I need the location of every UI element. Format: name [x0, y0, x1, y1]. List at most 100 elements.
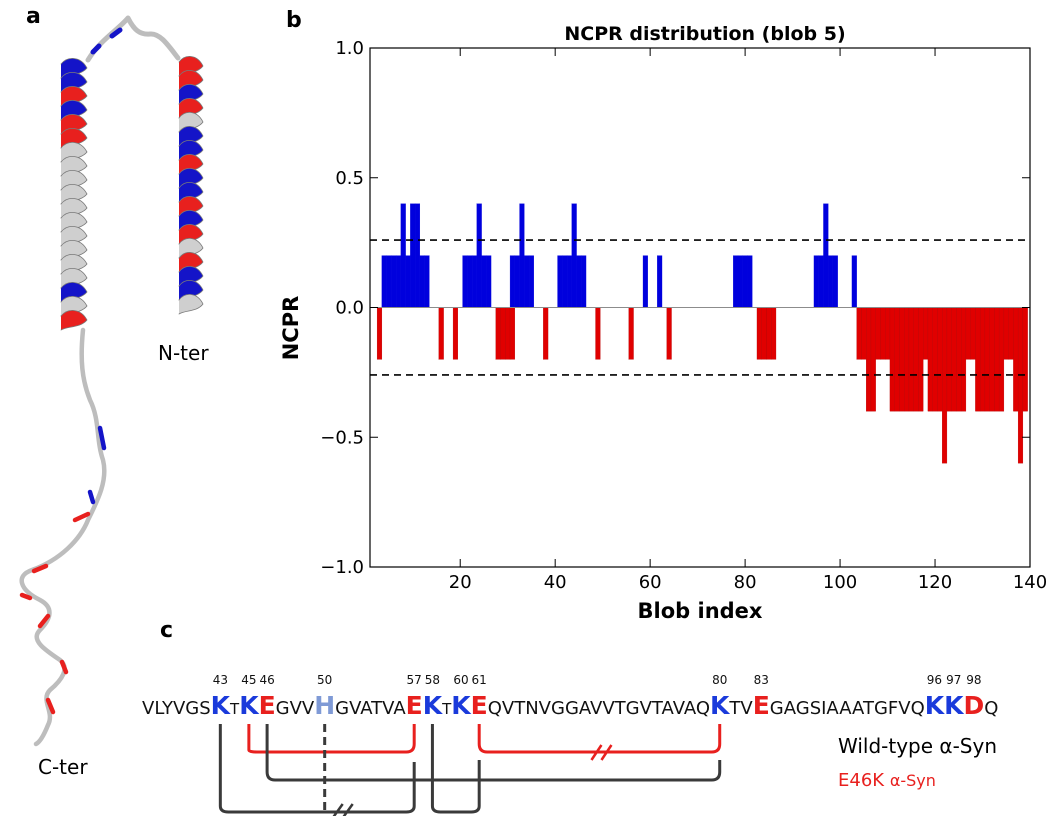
bar-negative: [771, 307, 777, 360]
bar-negative: [994, 307, 1000, 412]
bracket-58-61: [430, 724, 481, 814]
bar-negative: [932, 307, 938, 412]
x-tick-label: 100: [823, 572, 857, 593]
c-terminus-label: C-ter: [38, 755, 88, 779]
n-terminus-label: N-ter: [158, 341, 209, 365]
bar-positive: [828, 255, 834, 308]
residue-number: 50: [317, 673, 332, 687]
protein-structure-illustration: [19, 15, 204, 747]
right-helix: [178, 56, 204, 315]
bar-positive: [581, 255, 587, 308]
bar-negative: [376, 307, 383, 360]
y-tick-label: 1.0: [335, 38, 364, 59]
bar-positive: [419, 255, 425, 308]
bar-negative: [1017, 307, 1024, 464]
bar-negative: [984, 307, 990, 412]
bar-positive: [467, 255, 473, 308]
sequence-residue: K: [944, 691, 965, 720]
sequence-residue: E: [471, 691, 488, 720]
sequence-residue: K: [710, 691, 731, 720]
y-axis-label: NCPR: [279, 296, 303, 361]
bar-positive: [642, 255, 648, 308]
bar-positive: [424, 255, 430, 308]
y-tick-label: −0.5: [320, 427, 364, 448]
bar-positive: [386, 255, 392, 308]
bar-negative: [628, 307, 634, 360]
bar-positive: [395, 255, 402, 308]
x-axis-label: Blob index: [638, 599, 763, 620]
chart-title: NCPR distribution (blob 5): [564, 23, 845, 45]
bar-negative: [998, 307, 1005, 412]
residue-number: 80: [712, 673, 727, 687]
residue-number: 83: [754, 673, 769, 687]
sequence-residue: K: [451, 691, 472, 720]
bar-positive: [657, 255, 663, 308]
bar-negative: [989, 307, 995, 412]
bar-negative: [500, 307, 506, 360]
bar-positive: [509, 255, 515, 308]
bar-positive: [391, 255, 397, 308]
break-mark: [600, 744, 613, 761]
bar-positive: [832, 255, 838, 308]
bar-negative: [1013, 307, 1019, 412]
sequence-residue: VLYVGS: [142, 698, 211, 719]
bar-negative: [505, 307, 511, 360]
legend-wild-type: Wild-type α-Syn: [838, 734, 998, 758]
bar-negative: [870, 307, 876, 412]
bar-positive: [571, 203, 577, 308]
linker-tail: [19, 327, 107, 747]
bar-negative: [1003, 307, 1009, 360]
bar-positive: [823, 203, 829, 308]
bar-positive: [528, 255, 534, 308]
bar-positive: [576, 255, 582, 308]
bar-positive: [410, 203, 416, 308]
residue-number: 58: [425, 673, 440, 687]
bar-positive: [481, 255, 487, 308]
sequence-residue: K: [211, 691, 232, 720]
left-helix: [60, 58, 88, 331]
sequence-residue: H: [314, 691, 335, 720]
bar-negative: [961, 307, 967, 412]
x-tick-label: 120: [918, 572, 952, 593]
y-tick-label: −1.0: [320, 557, 364, 578]
bar-negative: [438, 307, 444, 360]
panel-label-a: a: [26, 4, 41, 29]
sequence-residue: Q: [984, 698, 998, 719]
bar-negative: [908, 307, 914, 412]
panel-label-c: c: [160, 618, 174, 643]
bar-negative: [495, 307, 501, 360]
sequence-residue: E: [259, 691, 276, 720]
residue-number: 46: [259, 673, 274, 687]
bar-negative: [951, 307, 957, 412]
residue-number: 60: [453, 673, 468, 687]
bar-positive: [400, 203, 406, 308]
break-mark: [331, 803, 344, 819]
bar-negative: [942, 307, 948, 464]
sequence-residue: T: [441, 700, 452, 718]
bar-negative: [923, 307, 929, 360]
break-mark: [341, 803, 354, 819]
bar-positive: [414, 203, 421, 308]
bar-positive: [381, 255, 387, 308]
x-tick-label: 140: [1013, 572, 1047, 593]
residue-number: 43: [213, 673, 228, 687]
x-tick-label: 40: [544, 572, 567, 593]
bar-negative: [937, 307, 943, 412]
top-loop: [85, 15, 181, 63]
bar-negative: [880, 307, 886, 360]
bar-positive: [562, 255, 568, 308]
bar-negative: [595, 307, 601, 360]
sequence-residue: K: [423, 691, 444, 720]
bar-negative: [666, 307, 672, 360]
x-tick-label: 20: [449, 572, 472, 593]
sequence-residue: K: [925, 691, 946, 720]
bar-negative: [889, 307, 895, 412]
residue-number: 96: [927, 673, 942, 687]
bar-negative: [965, 307, 971, 360]
sequence-residue: GAGSIAAATGFVQ: [770, 698, 925, 719]
bar-negative: [975, 307, 981, 412]
bar-positive: [514, 255, 520, 308]
bar-negative: [970, 307, 976, 360]
bar-positive: [737, 255, 743, 308]
